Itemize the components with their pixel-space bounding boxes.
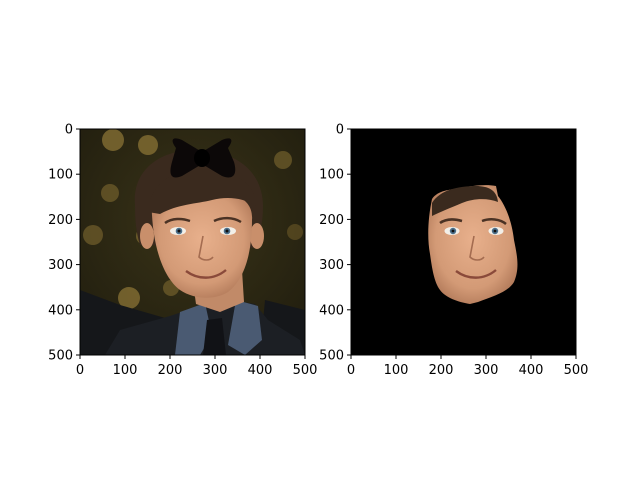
tie (203, 318, 226, 355)
shirt-left (175, 303, 212, 355)
left-xtick-label: 300 (203, 363, 228, 378)
hair-fringe (148, 169, 256, 214)
ear-left (140, 223, 154, 249)
left-ytick-label: 0 (65, 123, 73, 138)
left-xtick-label: 200 (158, 363, 183, 378)
right-ytick-label: 500 (319, 349, 344, 364)
bow-overlay (170, 138, 236, 178)
right-axes-frame (350, 128, 577, 356)
right-ytick-label: 200 (319, 213, 344, 228)
right-ytick-label: 0 (336, 123, 344, 138)
right-image (351, 129, 576, 355)
right-ytick-label: 400 (319, 303, 344, 318)
left-xtick-label: 0 (76, 363, 84, 378)
right-xtick-label: 100 (384, 363, 409, 378)
left-xtick-label: 400 (248, 363, 273, 378)
left-ytick-label: 300 (48, 258, 73, 273)
right-xtick-label: 400 (519, 363, 544, 378)
right-xtick-label: 300 (474, 363, 499, 378)
left-ytick-label: 200 (48, 213, 73, 228)
left-ytick-label: 100 (48, 168, 73, 183)
right-ytick-label: 300 (319, 258, 344, 273)
left-xtick-label: 100 (113, 363, 138, 378)
left-ytick-label: 500 (48, 349, 73, 364)
shirt-right (228, 300, 262, 355)
right-xtick-label: 0 (347, 363, 355, 378)
ear-right (250, 223, 264, 249)
left-image (80, 129, 305, 355)
left-ytick-label: 400 (48, 303, 73, 318)
left-axes-frame (79, 128, 306, 356)
right-ytick-label: 100 (319, 168, 344, 183)
right-xtick-label: 500 (564, 363, 589, 378)
left-xtick-label: 500 (293, 363, 318, 378)
segmented-face (428, 185, 518, 304)
right-xtick-label: 200 (429, 363, 454, 378)
